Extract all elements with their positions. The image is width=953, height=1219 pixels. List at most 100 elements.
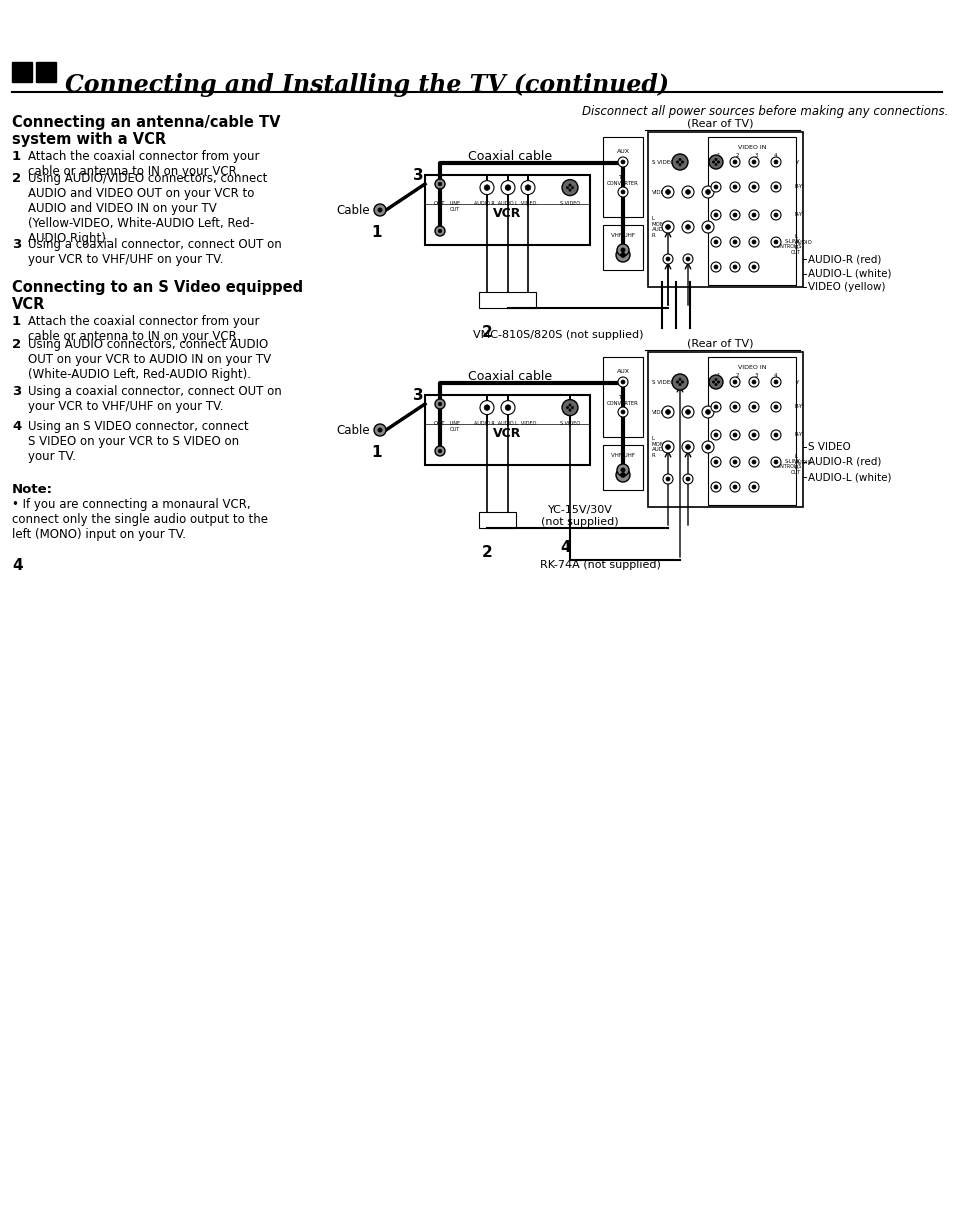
Text: S VIDEO: S VIDEO: [651, 160, 674, 165]
Circle shape: [751, 485, 755, 489]
Circle shape: [713, 405, 718, 410]
Text: 4: 4: [773, 154, 776, 158]
Bar: [424, 176, 589, 245]
Text: AUX: AUX: [616, 149, 629, 154]
Text: L
MONO
AUDIO
R: L MONO AUDIO R: [651, 216, 669, 238]
Text: 3: 3: [754, 373, 757, 378]
Text: VCR: VCR: [493, 207, 521, 219]
Circle shape: [569, 184, 570, 187]
Circle shape: [665, 445, 670, 450]
Text: AUDIO R  AUDIO L  VIDEO: AUDIO R AUDIO L VIDEO: [474, 422, 536, 427]
Text: L
AUDIO
R: L AUDIO R: [794, 453, 812, 471]
Circle shape: [713, 485, 718, 489]
Text: L
MONO
AUDIO
R: L MONO AUDIO R: [651, 436, 669, 458]
Circle shape: [773, 433, 778, 436]
Circle shape: [681, 161, 682, 163]
Circle shape: [484, 405, 489, 411]
Text: Connecting to an S Video equipped
VCR: Connecting to an S Video equipped VCR: [12, 280, 303, 312]
Text: 4: 4: [559, 540, 570, 555]
Text: (Rear of TV): (Rear of TV): [686, 118, 753, 128]
Circle shape: [732, 213, 737, 217]
Text: L
AUDIO
R: L AUDIO R: [794, 234, 812, 250]
Circle shape: [661, 441, 673, 453]
Circle shape: [732, 160, 737, 165]
Text: Y: Y: [794, 379, 798, 384]
Circle shape: [732, 405, 737, 410]
Text: Using AUDIO/VIDEO connectors, connect
AUDIO and VIDEO OUT on your VCR to
AUDIO a: Using AUDIO/VIDEO connectors, connect AU…: [28, 172, 267, 245]
Circle shape: [701, 221, 713, 233]
Circle shape: [679, 384, 680, 385]
Text: 4: 4: [773, 373, 776, 378]
Circle shape: [732, 185, 737, 189]
Text: VIDEO (yellow): VIDEO (yellow): [807, 282, 884, 293]
Circle shape: [435, 226, 444, 236]
Circle shape: [708, 155, 722, 169]
Circle shape: [435, 446, 444, 456]
Bar: [647, 132, 802, 286]
Circle shape: [748, 182, 759, 193]
Circle shape: [571, 407, 573, 408]
Circle shape: [679, 379, 680, 380]
Circle shape: [770, 457, 781, 467]
Circle shape: [729, 262, 740, 272]
Text: 1: 1: [12, 315, 21, 328]
Circle shape: [715, 384, 716, 385]
Circle shape: [617, 244, 628, 256]
Circle shape: [665, 410, 670, 414]
Text: Using an S VIDEO connector, connect
S VIDEO on your VCR to S VIDEO on
your TV.: Using an S VIDEO connector, connect S VI…: [28, 421, 249, 463]
Circle shape: [665, 190, 670, 194]
Circle shape: [671, 374, 687, 390]
Circle shape: [685, 410, 690, 414]
Circle shape: [616, 468, 629, 482]
Circle shape: [748, 210, 759, 219]
Circle shape: [616, 247, 629, 262]
Circle shape: [715, 379, 716, 380]
Circle shape: [773, 240, 778, 244]
Bar: [478, 293, 536, 308]
Circle shape: [561, 179, 578, 195]
Circle shape: [437, 450, 441, 452]
Text: S-LINK
CONTROL S
OUT: S-LINK CONTROL S OUT: [772, 458, 801, 475]
Circle shape: [374, 204, 386, 216]
Circle shape: [751, 380, 755, 384]
Circle shape: [713, 213, 718, 217]
Bar: [478, 512, 516, 528]
Circle shape: [618, 187, 627, 197]
Circle shape: [377, 208, 382, 212]
Text: RK-74A (not supplied): RK-74A (not supplied): [539, 560, 659, 570]
Text: VIDEO: VIDEO: [651, 189, 669, 195]
Circle shape: [500, 401, 515, 414]
Circle shape: [620, 380, 624, 384]
Text: LINE
OUT: LINE OUT: [449, 422, 460, 433]
Circle shape: [665, 477, 669, 482]
Circle shape: [712, 161, 714, 163]
Circle shape: [435, 399, 444, 410]
Text: S VIDEO: S VIDEO: [651, 379, 674, 384]
Text: 3: 3: [413, 388, 423, 403]
Circle shape: [620, 160, 624, 165]
Circle shape: [685, 445, 690, 450]
Circle shape: [569, 189, 570, 191]
Circle shape: [705, 410, 710, 414]
Circle shape: [770, 157, 781, 167]
Text: VIDEO IN: VIDEO IN: [737, 145, 765, 150]
Bar: [36, 62, 56, 82]
Circle shape: [500, 180, 515, 195]
Text: 3: 3: [12, 238, 21, 251]
Circle shape: [571, 187, 573, 189]
Text: Using a coaxial connector, connect OUT on
your VCR to VHF/UHF on your TV.: Using a coaxial connector, connect OUT o…: [28, 385, 281, 413]
Bar: [707, 137, 795, 285]
Text: Attach the coaxial connector from your
cable or antenna to IN on your VCR.: Attach the coaxial connector from your c…: [28, 315, 259, 343]
Circle shape: [729, 157, 740, 167]
Circle shape: [662, 474, 672, 484]
Circle shape: [705, 190, 710, 194]
Circle shape: [732, 433, 737, 436]
Circle shape: [751, 160, 755, 165]
Circle shape: [710, 430, 720, 440]
Circle shape: [681, 441, 693, 453]
Circle shape: [748, 482, 759, 492]
Circle shape: [569, 410, 570, 411]
Circle shape: [685, 224, 690, 229]
Circle shape: [676, 161, 678, 163]
Circle shape: [701, 406, 713, 418]
